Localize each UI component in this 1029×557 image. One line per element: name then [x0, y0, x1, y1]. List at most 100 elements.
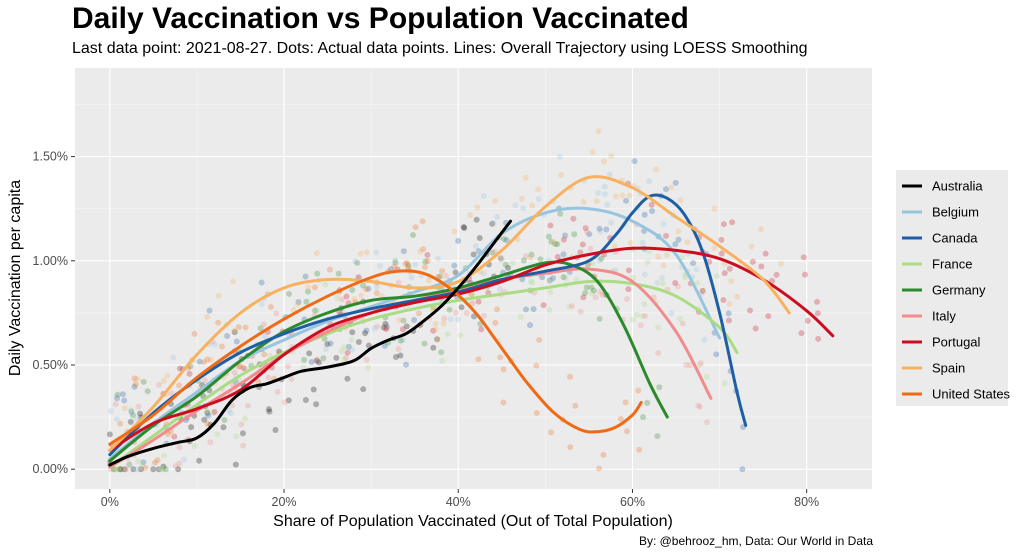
data-point-dot: [588, 290, 595, 297]
data-point-dot: [490, 220, 497, 227]
data-point-dot: [261, 351, 268, 358]
data-point-dot: [748, 243, 755, 250]
data-point-dot: [383, 325, 390, 332]
data-point-dot: [655, 253, 662, 260]
data-point-dot: [114, 395, 121, 402]
data-point-dot: [376, 263, 383, 270]
data-point-dot: [281, 399, 288, 406]
data-point-dot: [533, 410, 540, 417]
data-point-dot: [660, 280, 667, 287]
data-point-dot: [550, 239, 557, 246]
data-point-dot: [635, 387, 642, 394]
data-point-dot: [357, 250, 364, 257]
data-point-dot: [641, 271, 648, 278]
data-point-dot: [186, 370, 193, 377]
data-point-dot: [599, 291, 606, 298]
data-point-dot: [338, 347, 345, 354]
data-point-dot: [446, 306, 453, 313]
data-point-dot: [134, 458, 141, 465]
data-point-dot: [371, 325, 378, 332]
data-point-dot: [623, 197, 630, 204]
data-point-dot: [540, 302, 547, 309]
data-point-dot: [285, 397, 292, 404]
data-point-dot: [627, 239, 634, 246]
data-point-dot: [380, 324, 387, 331]
data-point-dot: [242, 324, 249, 331]
data-point-dot: [208, 356, 215, 363]
data-point-dot: [140, 459, 147, 466]
data-point-dot: [110, 466, 117, 473]
data-point-dot: [134, 376, 141, 383]
data-point-dot: [211, 408, 218, 415]
data-point-dot: [560, 251, 567, 258]
data-point-dot: [399, 326, 406, 333]
data-point-dot: [301, 356, 308, 363]
data-point-dot: [341, 356, 348, 363]
data-point-dot: [313, 401, 320, 408]
data-point-dot: [240, 365, 247, 372]
data-point-dot: [432, 326, 439, 333]
data-point-dot: [175, 466, 182, 473]
data-point-dot: [324, 341, 331, 348]
data-point-dot: [622, 399, 629, 406]
data-point-dot: [549, 275, 556, 282]
data-point-dot: [400, 337, 407, 344]
data-point-dot: [404, 260, 411, 267]
data-point-dot: [151, 459, 158, 466]
data-point-dot: [687, 362, 694, 369]
data-point-dot: [214, 431, 221, 438]
data-point-dot: [434, 336, 441, 343]
data-point-dot: [548, 238, 555, 245]
data-point-dot: [403, 323, 410, 330]
data-point-dot: [470, 251, 477, 258]
data-point-dot: [608, 152, 615, 159]
data-point-dot: [115, 466, 122, 473]
data-point-dot: [478, 326, 485, 333]
trajectory-line-united-states: [108, 269, 643, 446]
data-point-dot: [308, 358, 315, 365]
data-point-dot: [583, 284, 590, 291]
data-point-dot: [315, 359, 322, 366]
data-point-dot: [312, 307, 319, 314]
data-point-dot: [160, 378, 167, 385]
data-point-dot: [349, 346, 356, 353]
data-point-dot: [802, 271, 809, 278]
data-point-dot: [663, 252, 670, 259]
data-point-dot: [354, 259, 361, 266]
data-point-dot: [231, 327, 238, 334]
data-point-dot: [391, 263, 398, 270]
data-point-dot: [397, 337, 404, 344]
data-point-dot: [654, 433, 661, 440]
data-point-dot: [593, 197, 600, 204]
data-point-dot: [653, 166, 660, 173]
data-point-dot: [191, 330, 198, 337]
data-point-dot: [170, 354, 177, 361]
data-point-dot: [115, 466, 122, 473]
data-point-dot: [365, 285, 372, 292]
data-point-dot: [113, 416, 120, 423]
data-point-dot: [392, 257, 399, 264]
data-point-dot: [537, 256, 544, 263]
data-point-dot: [397, 352, 404, 359]
data-point-dot: [204, 356, 211, 363]
data-point-dot: [629, 316, 636, 323]
data-point-dot: [335, 270, 342, 277]
data-point-dot: [619, 192, 626, 199]
data-point-dot: [701, 336, 708, 343]
data-point-dot: [571, 231, 578, 238]
data-point-dot: [749, 258, 756, 265]
data-point-dot: [579, 241, 586, 248]
data-point-dot: [314, 270, 321, 277]
data-point-dot: [548, 429, 555, 436]
data-point-dot: [500, 366, 507, 373]
data-point-dot: [114, 466, 121, 473]
data-point-dot: [421, 340, 428, 347]
legend-label: Germany: [932, 283, 986, 298]
data-point-dot: [201, 416, 208, 423]
data-point-dot: [130, 466, 137, 473]
data-point-dot: [668, 184, 675, 191]
data-point-dot: [257, 325, 264, 332]
data-point-dot: [205, 412, 212, 419]
data-point-dot: [181, 456, 188, 463]
data-point-dot: [582, 289, 589, 296]
